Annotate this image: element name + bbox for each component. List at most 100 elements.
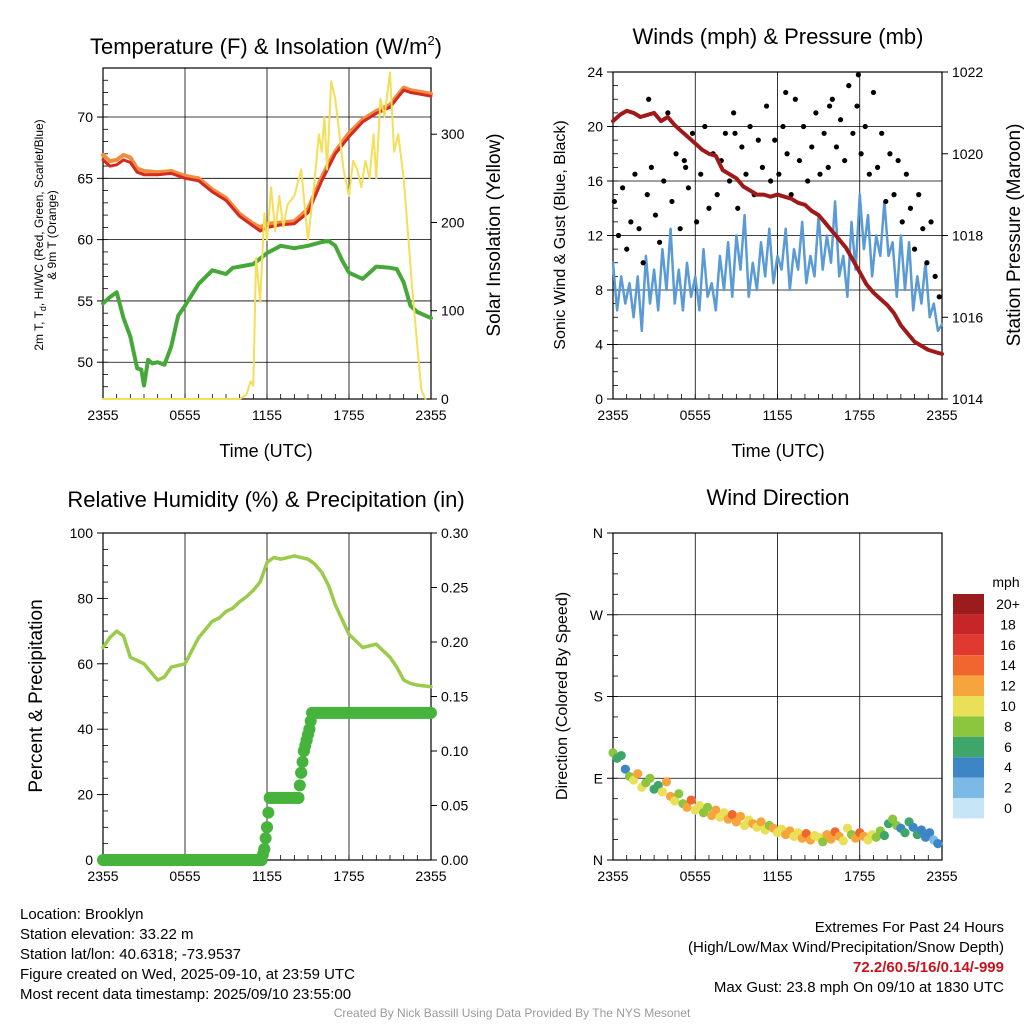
credit-text: Created By Nick Bassill Using Data Provi… (333, 1006, 691, 1020)
gust-point (677, 226, 683, 232)
direction-point (925, 828, 935, 838)
humidity-xtick-label: 1155 (252, 868, 282, 884)
temperature-y2tick-label: 200 (441, 214, 465, 230)
gust-point (747, 123, 753, 130)
colorbar-swatch (953, 777, 984, 798)
gust-point (726, 178, 733, 184)
gust-point (768, 178, 774, 184)
series-line-relative-humidity (101, 554, 433, 689)
gust-point (628, 219, 634, 225)
precip-point (258, 843, 271, 856)
precip-point (261, 821, 273, 834)
gust-point (800, 123, 807, 130)
colorbar-swatch (953, 798, 984, 819)
wind_direction-xtick-label: 1755 (844, 868, 875, 884)
gust-point (936, 294, 942, 300)
wind_direction-xtick-label: 2355 (926, 868, 957, 884)
gust-point (837, 117, 844, 123)
direction-point (694, 800, 704, 811)
temperature-ytick-label: 55 (77, 293, 93, 309)
wind_direction-ytick-label: N (593, 525, 603, 541)
winds-frame (612, 71, 943, 400)
humidity-y2tick-label: 0.05 (441, 798, 468, 814)
winds-xtick-label: 2355 (597, 407, 628, 423)
winds-xtick-label: 2355 (926, 407, 957, 423)
temperature-ylabel-line2: & 9m T (Orange) (45, 190, 59, 280)
direction-point (657, 787, 667, 797)
direction-point (818, 837, 828, 847)
gust-point (883, 198, 889, 205)
winds-y2tick-label: 1018 (952, 228, 983, 244)
gust-point (899, 219, 905, 225)
humidity-ytick-label: 20 (77, 787, 93, 803)
direction-point (682, 802, 692, 812)
recent-text: Most recent data timestamp: 2025/09/10 2… (20, 986, 352, 1003)
temperature-xtick-label: 2355 (87, 407, 118, 423)
winds-ylabel-right: Station Pressure (Maroon) (1004, 124, 1024, 347)
gust-point (911, 246, 918, 252)
gust-point (648, 164, 654, 170)
direction-point (735, 811, 746, 822)
direction-point (933, 839, 943, 849)
colorbar-label: 8 (1004, 718, 1012, 734)
gust-point (862, 123, 868, 130)
gust-point (722, 130, 729, 136)
humidity-panel: Relative Humidity (%) & Precipitation (i… (26, 487, 468, 884)
wind_direction-ytick-label: E (594, 770, 603, 786)
gust-point (916, 192, 922, 198)
wind_direction-xtick-label: 0555 (680, 868, 711, 884)
wind_direction-xtick-label: 2355 (597, 868, 628, 884)
winds-y2tick-label: 1016 (952, 309, 983, 325)
gust-point (732, 130, 738, 136)
direction-point (908, 822, 918, 832)
humidity-xtick-label: 2355 (87, 868, 118, 884)
direction-point (879, 830, 890, 841)
colorbar-swatch (953, 594, 984, 615)
colorbar-label: 16 (1000, 637, 1016, 653)
direction-point (674, 789, 684, 799)
winds-y2tick-label: 1022 (952, 64, 983, 80)
temperature-ylabel-right: Solar Insolation (Yellow) (484, 133, 505, 336)
winds-grid (607, 71, 948, 400)
gust-point (772, 137, 778, 143)
precip-point (295, 766, 308, 779)
temperature-xtick-label: 0555 (169, 407, 200, 423)
direction-point (686, 795, 696, 805)
colorbar-swatch (953, 614, 984, 635)
series-line-station-pressure (611, 108, 944, 356)
winds-ytick-label: 20 (587, 119, 603, 135)
temperature-xtick-label: 1755 (333, 407, 364, 423)
direction-point (616, 750, 626, 761)
gust-point (661, 178, 667, 184)
humidity-y2tick-label: 0.10 (441, 743, 468, 759)
winds-panel: Winds (mph) & Pressure (mb) Time (UTC) S… (552, 24, 1024, 461)
direction-point (838, 836, 848, 846)
gust-point (866, 171, 872, 177)
gust-point (657, 239, 663, 245)
temperature-title: Temperature (F) & Insolation (W/m2) (90, 33, 442, 59)
temperature-ytick-label: 65 (77, 170, 93, 186)
temperature-ytick-label: 50 (77, 354, 93, 370)
colorbar-swatch (953, 716, 984, 737)
gust-point (920, 226, 926, 232)
winds-xtick-label: 1755 (844, 407, 875, 423)
humidity-xtick-label: 0555 (169, 868, 200, 884)
series-line-sonic-wind (611, 193, 944, 333)
extremes-info: Extremes For Past 24 Hours (High/Low/Max… (688, 918, 1004, 998)
temperature-y2tick-label: 0 (441, 391, 449, 407)
winds-xtick-label: 1155 (762, 407, 792, 423)
series-line-dewpoint (101, 238, 433, 388)
gust-point (879, 130, 885, 136)
winds-ytick-label: 24 (587, 64, 603, 80)
gust-point (714, 192, 720, 198)
humidity-y2tick-label: 0.30 (441, 525, 468, 541)
created-text: Figure created on Wed, 2025-09-10, at 23… (20, 966, 355, 983)
gust-point (924, 260, 930, 266)
wind_direction-xtick-label: 1155 (762, 868, 792, 884)
wind-direction-panel: Wind Direction Direction (Colored By Spe… (554, 485, 1020, 884)
winds-ytick-label: 8 (595, 282, 603, 298)
wind_direction-grid (607, 532, 943, 861)
temperature-ytick-label: 70 (77, 109, 93, 125)
direction-point (670, 796, 680, 806)
temperature-y2tick-label: 300 (441, 126, 465, 142)
